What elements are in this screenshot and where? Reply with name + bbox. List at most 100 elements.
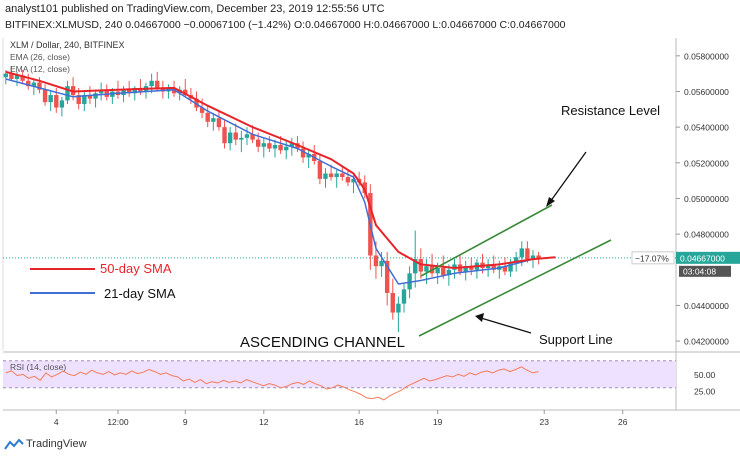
candle-body bbox=[216, 118, 222, 128]
y-tick-label: 0.05000000 bbox=[684, 194, 729, 204]
open-value: 0.04667000 bbox=[305, 19, 361, 31]
candle-body bbox=[424, 266, 429, 272]
candle-body bbox=[3, 73, 9, 78]
sma50-legend-label: 50-day SMA bbox=[100, 261, 172, 276]
candle-body bbox=[306, 153, 311, 158]
x-tick-label: 12 bbox=[259, 417, 269, 427]
countdown-tag bbox=[679, 265, 731, 277]
candle-body bbox=[267, 143, 272, 149]
candle-body bbox=[441, 267, 446, 276]
x-tick-label: 26 bbox=[618, 417, 628, 427]
candle-body bbox=[239, 137, 244, 140]
candle-body bbox=[183, 89, 188, 96]
rsi-line bbox=[5, 366, 539, 401]
candle-body bbox=[491, 264, 496, 270]
y-tick-label: 0.04400000 bbox=[684, 301, 729, 311]
footer: TradingView bbox=[4, 436, 204, 456]
support-label: Support Line bbox=[539, 332, 613, 347]
candle-body bbox=[525, 248, 530, 260]
chart-title: XLM / Dollar, 240, BITFINEX bbox=[10, 40, 125, 50]
close-label: C: bbox=[499, 19, 511, 31]
y-tick-label: 0.05400000 bbox=[684, 123, 729, 133]
candle-body bbox=[317, 161, 323, 179]
candle-body bbox=[463, 266, 468, 272]
candle-body bbox=[435, 267, 440, 274]
candle-body bbox=[536, 255, 541, 260]
candle-body bbox=[334, 173, 339, 178]
candle-body bbox=[396, 303, 401, 313]
resistance-arrow-line bbox=[549, 151, 587, 203]
chart-header: analyst101 published on TradingView.com,… bbox=[0, 0, 740, 38]
last-price: 0.04667000 bbox=[125, 19, 181, 31]
candle-body bbox=[54, 95, 59, 108]
candle-body bbox=[407, 273, 412, 290]
sma21-legend-label: 21-day SMA bbox=[104, 286, 176, 301]
candle-body bbox=[508, 262, 513, 272]
candle-body bbox=[272, 144, 278, 149]
rsi-title: RSI (14, close) bbox=[10, 362, 66, 372]
tradingview-logo-icon bbox=[4, 439, 24, 450]
candle-body bbox=[289, 143, 295, 147]
candle-body bbox=[42, 89, 48, 103]
low-value: 0.04667000 bbox=[441, 19, 497, 31]
candle-body bbox=[513, 257, 519, 263]
candle-body bbox=[199, 107, 205, 113]
candle-body bbox=[155, 80, 160, 88]
y-tick-label: 0.05600000 bbox=[684, 87, 729, 97]
candle-body bbox=[413, 259, 418, 274]
candle-body bbox=[469, 266, 474, 270]
candle-body bbox=[446, 269, 452, 276]
candle-body bbox=[284, 146, 289, 151]
candle-body bbox=[278, 144, 283, 151]
candle-body bbox=[20, 75, 25, 81]
last-price-tag bbox=[676, 251, 740, 264]
channel-lower-line bbox=[418, 239, 612, 337]
high-label: H: bbox=[363, 19, 374, 31]
rsi-tick-label: 25.00 bbox=[694, 387, 716, 397]
candle-body bbox=[261, 143, 266, 147]
ema26-line bbox=[5, 70, 556, 269]
candle-body bbox=[48, 95, 53, 103]
candle-body bbox=[132, 87, 137, 94]
publisher-line: analyst101 published on TradingView.com,… bbox=[5, 3, 385, 15]
candle-body bbox=[379, 260, 384, 267]
last-price-tag-label: 0.04667000 bbox=[680, 253, 725, 263]
x-tick-label: 12:00 bbox=[107, 417, 129, 427]
y-tick-label: 0.04800000 bbox=[684, 230, 729, 240]
candle-body bbox=[362, 182, 367, 194]
support-arrow-head bbox=[475, 313, 484, 322]
candle-body bbox=[384, 260, 390, 293]
candle-body bbox=[390, 292, 395, 313]
rsi-tick-label: 50.00 bbox=[694, 370, 716, 380]
channel-upper-line bbox=[420, 204, 553, 277]
y-tick-label: 0.05200000 bbox=[684, 158, 729, 168]
candle-body bbox=[519, 248, 524, 258]
candle-body bbox=[250, 134, 255, 140]
candle-body bbox=[244, 134, 250, 138]
countdown-label: 03:04:08 bbox=[683, 266, 716, 276]
candle-body bbox=[98, 89, 104, 94]
channel-label: ASCENDING CHANNEL bbox=[240, 334, 405, 351]
pct-label: −17.07% bbox=[635, 253, 669, 263]
resistance-label: Resistance Level bbox=[561, 103, 660, 118]
candle-body bbox=[76, 95, 81, 104]
candle-body bbox=[328, 173, 334, 178]
low-label: L: bbox=[432, 19, 442, 31]
candle-body bbox=[82, 95, 87, 104]
x-tick-label: 19 bbox=[433, 417, 443, 427]
candle-body bbox=[37, 82, 42, 90]
open-label: O: bbox=[293, 19, 306, 31]
x-tick-label: 16 bbox=[354, 417, 364, 427]
candle-body bbox=[345, 177, 351, 183]
candle-body bbox=[211, 118, 216, 122]
candle-body bbox=[300, 148, 306, 158]
candle-body bbox=[227, 132, 233, 144]
candle-body bbox=[340, 173, 345, 178]
price-chart[interactable]: 0.05800000 0.05600000 0.05400000 0.05200000… bbox=[0, 0, 740, 436]
candle-body bbox=[14, 75, 20, 80]
candle-body bbox=[171, 87, 177, 94]
candle-body bbox=[149, 80, 154, 87]
ema12-line bbox=[5, 78, 556, 285]
candle-body bbox=[222, 127, 227, 144]
close-value: 0.04667000 bbox=[510, 19, 566, 31]
